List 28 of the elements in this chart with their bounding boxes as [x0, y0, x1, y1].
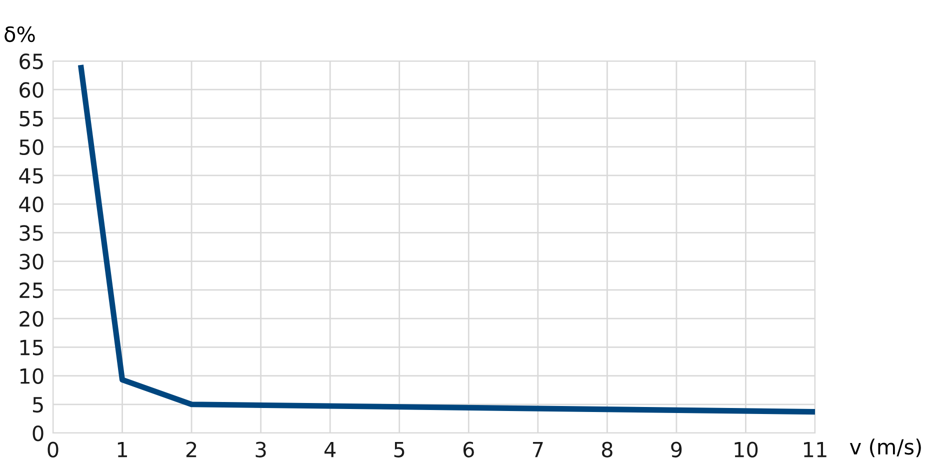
y-tick-label: 50	[20, 139, 44, 156]
y-tick-label: 0	[32, 425, 44, 442]
x-axis-title: v (m/s)	[850, 438, 921, 458]
x-tick-label: 11	[804, 442, 826, 458]
y-tick-label: 20	[20, 310, 44, 327]
y-tick-label: 45	[19, 168, 43, 184]
x-tick-label: 7	[532, 442, 543, 458]
x-tick-label: 1	[118, 442, 127, 458]
x-tick-label: 8	[602, 442, 612, 458]
x-tick-label: 10	[734, 442, 758, 458]
x-tick-label: 5	[394, 442, 404, 458]
y-axis-title: δ%	[4, 26, 35, 42]
x-tick-label: 3	[256, 442, 266, 458]
y-tick-label: 10	[20, 368, 44, 384]
x-tick-label: 4	[324, 442, 336, 458]
x-tick-label: 6	[463, 442, 474, 458]
y-tick-label: 15	[20, 340, 43, 356]
x-tick-label: 2	[186, 442, 196, 458]
x-tick-label: 9	[671, 442, 682, 458]
y-tick-label: 60	[20, 82, 44, 98]
y-tick-label: 55	[20, 110, 43, 126]
x-tick-label: 0	[48, 442, 58, 458]
y-tick-label: 65	[20, 53, 43, 70]
y-tick-label: 25	[20, 282, 43, 298]
y-tick-label: 30	[20, 254, 44, 270]
y-tick-label: 40	[19, 196, 44, 212]
y-tick-label: 35	[20, 225, 43, 241]
y-tick-label: 5	[33, 397, 43, 413]
